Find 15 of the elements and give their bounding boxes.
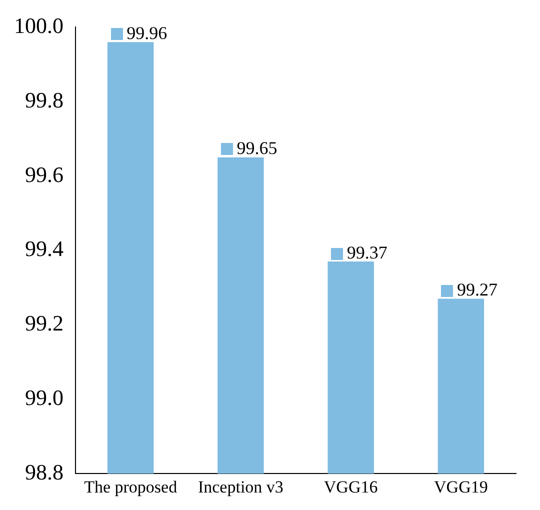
y-tick-label: 99.8 — [25, 87, 64, 112]
y-tick-label: 99.6 — [25, 162, 64, 187]
x-tick-label: Inception v3 — [198, 477, 284, 496]
y-tick-label: 99.0 — [25, 384, 64, 410]
data-label: 99.27 — [456, 279, 498, 300]
x-tick-label: VGG16 — [324, 477, 378, 496]
data-label: 99.37 — [346, 242, 388, 262]
y-tick-label: 100.0 — [14, 12, 64, 38]
y-tick-label: 99.2 — [25, 310, 64, 336]
y-tick-label: 98.8 — [25, 459, 64, 484]
data-label: 99.96 — [126, 22, 168, 43]
data-label: 99.65 — [236, 138, 278, 158]
y-tick-label: 99.4 — [25, 236, 64, 262]
x-tick-label: The proposed — [84, 477, 178, 496]
x-tick-label: VGG19 — [434, 477, 488, 496]
